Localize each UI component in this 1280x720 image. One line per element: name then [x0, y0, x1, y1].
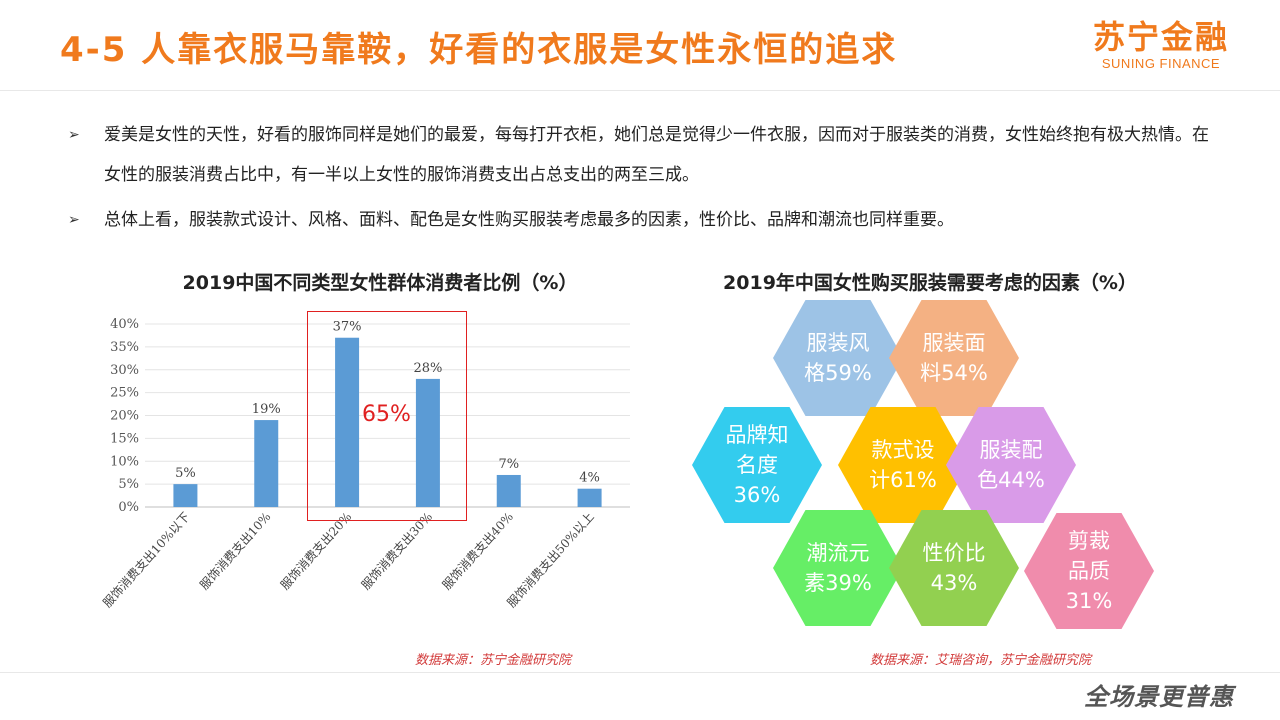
- bullet-item: ➢ 总体上看，服装款式设计、风格、面料、配色是女性购买服装考虑最多的因素，性价比…: [68, 200, 1214, 240]
- bar-data-label: 7%: [498, 457, 519, 472]
- highlight-box: [307, 311, 467, 521]
- logo-text-en: SUNING FINANCE: [1101, 56, 1221, 71]
- factor-label: 品牌知: [725, 423, 789, 447]
- factor-label: 36%: [733, 483, 781, 507]
- factor-label: 性价比: [922, 541, 986, 565]
- bar-chart-source: 数据来源：苏宁金融研究院: [415, 653, 572, 668]
- factor-hexagon: 品牌知名度 36%: [692, 407, 822, 523]
- bar-data-label: 5%: [175, 466, 196, 481]
- factor-hexagon: 服装配色44%: [946, 407, 1076, 523]
- x-category-label: 服饰消费支出40%: [440, 510, 516, 593]
- bar-chart-title: 2019中国不同类型女性群体消费者比例（%）: [182, 272, 578, 294]
- x-category-label: 服饰消费支出30%: [359, 510, 435, 593]
- factor-label: 素39%: [804, 571, 872, 595]
- y-tick-label: 0%: [118, 500, 139, 515]
- factor-hexagon: 服装面料54%: [889, 300, 1019, 416]
- factor-label: 31%: [1065, 589, 1113, 613]
- x-category-label: 服饰消费支出10%以下: [100, 510, 192, 611]
- factor-hexagon: 服装风格59%: [773, 300, 903, 416]
- factor-label: 格59%: [804, 361, 872, 385]
- bar: [254, 420, 279, 507]
- bullet-text: 爱美是女性的天性，好看的服饰同样是她们的最爱，每每打开衣柜，她们总是觉得少一件衣…: [104, 125, 1209, 185]
- highlight-total-label: 65%: [362, 402, 411, 427]
- factor-label: 料54%: [920, 361, 988, 385]
- factor-hexagon: 潮流元素39%: [773, 510, 903, 626]
- suning-finance-logo: 苏宁金融 SUNING FINANCE: [1086, 18, 1236, 71]
- factor-label: 服装配: [979, 438, 1043, 462]
- bar-data-label: 19%: [252, 402, 281, 417]
- factor-label: 43%: [930, 571, 978, 595]
- factor-label: 服装面: [922, 331, 986, 355]
- factor-hexagon: 性价比 43%: [889, 510, 1019, 626]
- factor-label: 服装风: [806, 331, 870, 355]
- x-category-label: 服饰消费支出50%以上: [504, 510, 596, 611]
- y-tick-label: 20%: [110, 409, 139, 424]
- y-tick-label: 25%: [110, 386, 139, 401]
- footer-divider: [0, 672, 1280, 673]
- factors-source: 数据来源：艾瑞咨询，苏宁金融研究院: [870, 653, 1092, 668]
- factor-label: 剪裁: [1068, 529, 1110, 553]
- arrow-bullet-icon: ➢: [68, 212, 80, 228]
- x-category-label: 服饰消费支出10%: [197, 510, 273, 593]
- arrow-bullet-icon: ➢: [68, 127, 80, 143]
- bullet-item: ➢ 爱美是女性的天性，好看的服饰同样是她们的最爱，每每打开衣柜，她们总是觉得少一…: [68, 115, 1214, 195]
- factor-label: 款式设: [871, 438, 935, 462]
- page-title: 4-5 人靠衣服马靠鞍，好看的衣服是女性永恒的追求: [60, 30, 898, 70]
- y-tick-label: 30%: [110, 363, 139, 378]
- bar-chart: 0% 5% 10% 15% 20% 25% 30% 35% 40% 5% 服饰消费支出10%以下 19…: [100, 317, 630, 611]
- bar-data-label: 4%: [579, 471, 600, 486]
- footer-slogan: 全场景更普惠: [1084, 683, 1234, 711]
- y-tick-label: 35%: [110, 340, 139, 355]
- factor-label: 潮流元: [806, 541, 870, 565]
- factors-chart-title: 2019年中国女性购买服装需要考虑的因素（%）: [723, 272, 1137, 294]
- x-category-label: 服饰消费支出20%: [278, 510, 354, 593]
- factor-hexagon: 剪裁品质 31%: [1024, 513, 1154, 629]
- bullet-text: 总体上看，服装款式设计、风格、面料、配色是女性购买服装考虑最多的因素，性价比、品…: [104, 210, 954, 230]
- bar-data-label: 37%: [333, 320, 362, 335]
- y-tick-label: 15%: [110, 431, 139, 446]
- bar: [415, 378, 440, 507]
- y-tick-label: 5%: [118, 477, 139, 492]
- bar: [173, 484, 198, 507]
- bar: [335, 337, 360, 507]
- factor-label: 名度: [736, 453, 778, 477]
- factor-label: 色44%: [977, 468, 1045, 492]
- bar: [577, 488, 602, 507]
- y-tick-label: 10%: [110, 454, 139, 469]
- title-divider: [0, 90, 1280, 91]
- bar: [496, 474, 521, 507]
- bar-data-label: 28%: [413, 361, 442, 376]
- y-tick-label: 40%: [110, 317, 139, 332]
- factor-label: 计61%: [869, 468, 937, 492]
- factor-label: 品质: [1068, 559, 1110, 583]
- logo-text-cn: 苏宁金融: [1092, 18, 1229, 56]
